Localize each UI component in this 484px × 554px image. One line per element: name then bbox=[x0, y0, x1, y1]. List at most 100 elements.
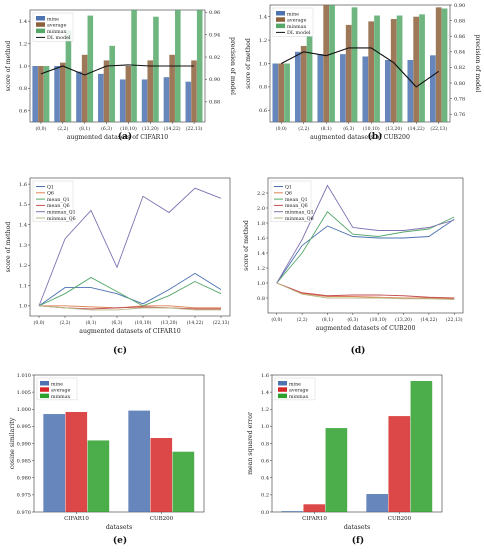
plot-area bbox=[43, 410, 195, 512]
bar-average bbox=[81, 54, 88, 122]
y-tick-label: 2.2 bbox=[257, 191, 265, 197]
y-axis-label: score of method bbox=[5, 41, 12, 92]
y2-tick-label: 0.90 bbox=[209, 77, 220, 83]
bar-mine bbox=[163, 77, 170, 122]
bar-minmax bbox=[87, 15, 94, 122]
bar-minmax bbox=[374, 15, 380, 122]
bar-average bbox=[59, 62, 66, 122]
series-line-mean_Q6 bbox=[276, 282, 455, 299]
legend-swatch bbox=[276, 17, 285, 22]
legend-swatch bbox=[276, 11, 285, 16]
y-tick-label: 0.975 bbox=[17, 493, 31, 499]
bar-minmax bbox=[172, 451, 195, 512]
legend-label: mean_Q1 bbox=[285, 197, 308, 203]
y-tick-label: 0.990 bbox=[17, 441, 31, 447]
x-tick-label: CIFAR10 bbox=[302, 516, 327, 522]
y-tick-label: 1.6 bbox=[19, 182, 27, 188]
y2-tick-label: 0.94 bbox=[209, 32, 220, 38]
bar-minmax bbox=[351, 7, 358, 122]
x-tick-label: (0,0) bbox=[35, 125, 46, 132]
y-axis-label: cosine similarity bbox=[9, 417, 16, 469]
x-axis-label: augmented datasets of CIFAR10 bbox=[67, 134, 168, 141]
x-tick-label: (8,1) bbox=[79, 125, 90, 132]
panel-caption: (d) bbox=[351, 345, 366, 356]
y-tick-label: 0.8 bbox=[259, 85, 267, 91]
legend-label: minmax bbox=[289, 394, 309, 400]
y-tick-label: 1.4 bbox=[19, 222, 27, 228]
bar-mine bbox=[98, 73, 104, 122]
bar-average bbox=[169, 54, 175, 122]
y-tick-label: 0.6 bbox=[19, 109, 27, 115]
y-tick-label: 1.4 bbox=[259, 15, 267, 21]
panel-a: 0.6 0.8 1.0 1.2 1.4 (0,0) (2,2) (8,1) (6,3) (10,1… bbox=[5, 9, 236, 141]
bar-average bbox=[388, 416, 411, 512]
bar-average bbox=[323, 5, 330, 122]
x-tick-label: (14,22) bbox=[408, 125, 425, 132]
bar-average bbox=[147, 60, 154, 122]
bar-minmax bbox=[43, 66, 50, 122]
bar-minmax bbox=[329, 5, 335, 122]
panel-caption: (f) bbox=[352, 535, 364, 546]
plot-area bbox=[272, 5, 448, 122]
panel-caption: (e) bbox=[113, 535, 127, 546]
bar-average bbox=[278, 63, 285, 122]
x-tick-label: (22,13) bbox=[186, 125, 203, 132]
bar-minmax bbox=[325, 428, 348, 512]
legend-label: mean_Q6 bbox=[47, 203, 70, 209]
y2-tick-label: 0.88 bbox=[209, 100, 220, 106]
bar-average bbox=[390, 19, 397, 122]
y-axis-label: mean squared error bbox=[247, 412, 254, 475]
legend-label: mine bbox=[47, 16, 59, 22]
y-tick-label: 1.1 bbox=[19, 283, 27, 289]
plot-area bbox=[38, 187, 222, 311]
x-tick-label: (13,20) bbox=[385, 125, 402, 132]
bar-average bbox=[303, 504, 326, 512]
x-tick-label: CUB200 bbox=[150, 516, 174, 522]
y-tick-label: 1.0 bbox=[257, 281, 265, 287]
legend-label: mine bbox=[51, 381, 63, 387]
bar-mine bbox=[317, 54, 324, 122]
y-tick-label: 2.0 bbox=[257, 206, 265, 212]
x-tick-label: (22,13) bbox=[213, 319, 230, 326]
legend-swatch bbox=[278, 393, 287, 399]
series-line-mean_Q1 bbox=[276, 211, 455, 284]
series-line-Q1 bbox=[276, 218, 455, 284]
bar-mine bbox=[185, 81, 192, 122]
bar-mine bbox=[362, 56, 369, 122]
panel-caption: (b) bbox=[368, 131, 383, 142]
legend-label: average bbox=[47, 24, 67, 29]
y-tick-label: 1.2 bbox=[19, 263, 27, 269]
bar-mine bbox=[294, 51, 301, 122]
x-tick-label: (6,3) bbox=[343, 125, 354, 132]
bar-average bbox=[125, 66, 132, 122]
y2-axis-label: precision of model bbox=[474, 34, 481, 92]
bar-mine bbox=[339, 54, 346, 122]
y-tick-label: 1.010 bbox=[17, 373, 31, 379]
y-tick-label: 1.0 bbox=[19, 64, 27, 70]
x-tick-label: (10,10) bbox=[135, 319, 152, 326]
x-tick-label: (13,20) bbox=[161, 319, 178, 326]
legend-frame bbox=[270, 180, 312, 222]
y-tick-label: 0.980 bbox=[17, 476, 31, 482]
x-tick-label: (8,1) bbox=[86, 319, 97, 326]
x-tick-label: (14,22) bbox=[187, 319, 204, 326]
legend-swatch bbox=[278, 381, 287, 386]
bar-mine bbox=[366, 494, 389, 512]
x-tick-label: (10,10) bbox=[363, 125, 380, 132]
bar-mine bbox=[119, 79, 126, 122]
y2-tick-label: 0.92 bbox=[209, 55, 220, 61]
plot-area bbox=[32, 10, 203, 122]
legend-label: minmax_Q6 bbox=[47, 216, 76, 222]
panel-caption: (c) bbox=[113, 345, 127, 356]
x-tick-label: (6,3) bbox=[112, 319, 123, 326]
legend-label: DL model bbox=[287, 30, 311, 36]
x-tick-label: (0,0) bbox=[34, 319, 45, 326]
bar-mine bbox=[141, 79, 148, 122]
bar-minmax bbox=[65, 30, 72, 122]
